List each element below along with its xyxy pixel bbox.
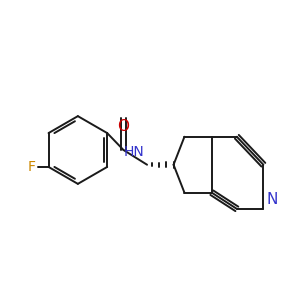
Text: F: F (27, 160, 35, 174)
Text: HN: HN (123, 146, 144, 159)
Text: N: N (267, 191, 278, 206)
Text: O: O (118, 119, 130, 134)
